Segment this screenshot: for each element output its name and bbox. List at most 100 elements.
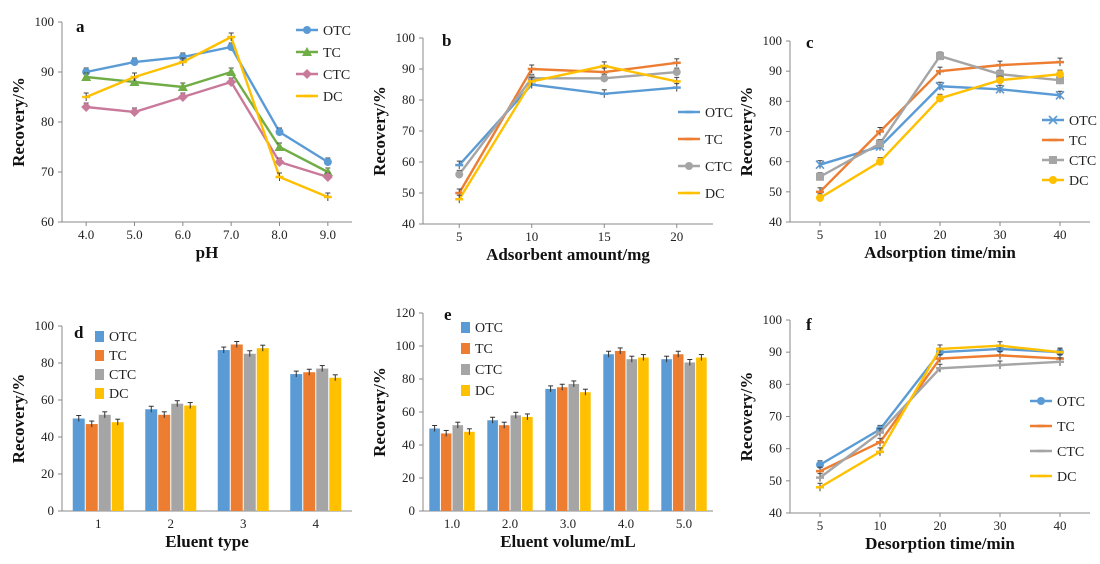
bar <box>243 353 256 511</box>
series-line <box>819 360 1061 479</box>
x-tick-label: 4.0 <box>78 227 94 242</box>
bar <box>626 359 638 511</box>
legend-label: OTC <box>1057 395 1085 410</box>
data-point <box>935 81 945 91</box>
x-tick-label: 3.0 <box>560 516 576 531</box>
legend-swatch <box>95 350 104 361</box>
legend-label: DC <box>109 387 128 402</box>
y-tick-label: 0 <box>409 503 416 518</box>
data-point <box>275 128 284 136</box>
legend-label: DC <box>1057 470 1076 485</box>
series-CTC <box>816 51 1064 181</box>
bar <box>498 425 510 511</box>
bar <box>145 409 158 511</box>
y-tick-label: 90 <box>769 344 782 359</box>
y-tick-label: 70 <box>769 124 782 139</box>
legend-label: DC <box>1069 174 1088 189</box>
series-OTC <box>82 42 332 166</box>
series-OTC <box>72 346 303 511</box>
legend-swatch <box>461 322 470 333</box>
legend-label: DC <box>323 90 342 105</box>
y-tick-label: 60 <box>41 392 54 407</box>
x-tick-label: 5 <box>817 518 824 533</box>
y-axis-label: Recovery/% <box>9 77 28 167</box>
series-DC <box>464 354 707 511</box>
bar <box>230 344 243 511</box>
data-point <box>996 76 1004 85</box>
data-point <box>226 77 237 87</box>
y-tick-label: 40 <box>402 437 415 452</box>
series-DC <box>82 32 332 201</box>
data-point <box>672 68 681 77</box>
y-tick-label: 100 <box>396 338 416 353</box>
data-point <box>81 102 92 112</box>
y-tick-label: 40 <box>402 216 415 231</box>
series-OTC <box>455 80 681 170</box>
bar <box>545 388 556 511</box>
data-point <box>274 157 285 167</box>
legend: OTC TC CTC DC <box>461 321 503 399</box>
y-tick-label: 100 <box>35 14 55 29</box>
y-tick-label: 70 <box>41 164 54 179</box>
series-DC <box>455 61 681 204</box>
bar <box>290 374 303 511</box>
x-tick-label: 10 <box>874 518 887 533</box>
panel-d: 0 20 40 60 80 100 1 2 3 4 Eluent type Recovery/% d OT… <box>9 318 352 551</box>
y-axis-label: Recovery/% <box>370 367 389 457</box>
x-tick-label: 15 <box>598 229 611 244</box>
panel-label: a <box>76 17 85 36</box>
legend-label: TC <box>1069 134 1087 149</box>
series-line <box>85 35 329 199</box>
data-point <box>876 157 884 166</box>
data-point <box>81 72 92 81</box>
x-axis-label: Adsorption time/min <box>864 243 1016 262</box>
series-TC <box>440 347 684 511</box>
y-tick-label: 90 <box>402 61 415 76</box>
y-tick-label: 100 <box>763 312 783 327</box>
y-tick-label: 60 <box>402 154 415 169</box>
legend-swatch <box>95 331 104 342</box>
legend-label: TC <box>1057 420 1075 435</box>
series-line <box>85 45 329 164</box>
data-point <box>816 193 824 202</box>
data-point <box>816 172 824 181</box>
bar <box>464 431 475 511</box>
x-tick-label: 4 <box>313 516 320 531</box>
data-point <box>936 52 944 61</box>
bar <box>487 420 498 511</box>
legend-label: CTC <box>1057 445 1084 460</box>
legend-label: TC <box>323 46 341 61</box>
y-tick-label: 90 <box>769 63 782 78</box>
y-tick-label: 40 <box>41 429 54 444</box>
legend-label: CTC <box>323 68 350 83</box>
panel-a: 60 70 80 90 100 4.0 5.0 6.0 7.0 8.0 9.0 pH Recovery/… <box>9 14 352 262</box>
y-tick-label: 60 <box>769 441 782 456</box>
series-TC <box>816 57 1064 196</box>
x-axis-label: Eluent volume/mL <box>500 532 636 551</box>
bar <box>696 357 707 511</box>
y-axis-label: Recovery/% <box>9 374 28 464</box>
x-tick-label: 30 <box>994 227 1007 242</box>
bar <box>256 348 269 511</box>
series-OTC <box>429 350 672 511</box>
legend-label: TC <box>705 133 723 148</box>
series-CTC <box>455 67 681 179</box>
data-point <box>600 74 609 83</box>
bar <box>171 403 184 511</box>
bar <box>452 425 464 511</box>
panel-label: f <box>806 315 812 334</box>
y-tick-label: 50 <box>769 473 782 488</box>
data-point <box>455 170 464 179</box>
legend-marker <box>302 47 312 56</box>
bar <box>111 422 124 511</box>
bar <box>98 414 111 511</box>
legend-label: CTC <box>1069 154 1096 169</box>
legend: OTC TC CTC DC <box>296 24 351 105</box>
series-CTC <box>98 350 329 511</box>
panel-label: b <box>442 31 451 50</box>
legend-marker <box>685 162 693 170</box>
x-tick-label: 5.0 <box>126 227 142 242</box>
panel-e: 0 20 40 60 80 100 120 1.0 2.0 3.0 4.0 5.0 Eluent vol… <box>370 305 713 551</box>
y-tick-label: 100 <box>396 30 416 45</box>
